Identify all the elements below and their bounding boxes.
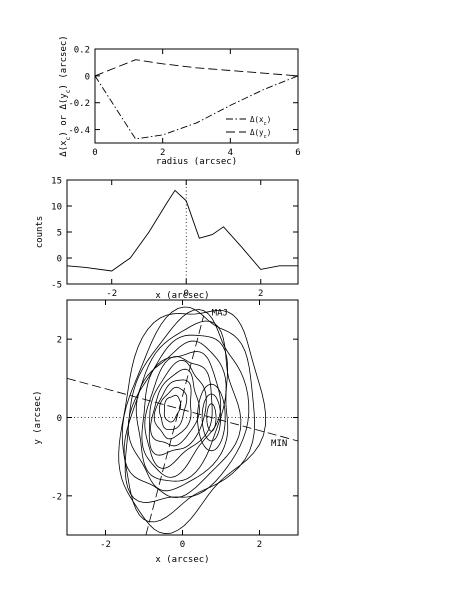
contour-level <box>121 306 256 523</box>
x-axis-label: x (arcsec) <box>155 291 209 301</box>
x-tick-label: 4 <box>228 148 233 158</box>
y-tick-label: 0.2 <box>74 46 90 56</box>
y-axis-label: Δ(xc) or Δ(yc) (arcsec) <box>59 35 72 156</box>
contour-level <box>150 368 200 447</box>
x-tick-label: 0 <box>180 540 185 550</box>
contour-level <box>163 394 182 423</box>
y-tick-label: 10 <box>51 203 62 213</box>
x-tick-label: 2 <box>258 289 263 299</box>
y-tick-label: 15 <box>51 177 62 187</box>
y-tick-label: 0 <box>57 255 62 265</box>
contour-level <box>197 383 226 452</box>
x-tick-label: -2 <box>106 289 117 299</box>
y-tick-label: -0.4 <box>68 126 90 136</box>
y-axis-label: y (arcsec) <box>33 390 43 444</box>
profile-plot-frame <box>66 179 299 285</box>
x-tick-label: 0 <box>92 148 97 158</box>
x-tick-label: 0 <box>184 289 189 299</box>
x-axis-label: radius (arcsec) <box>156 157 237 167</box>
contour-level <box>124 309 250 503</box>
contour-level <box>144 356 213 469</box>
y-tick-label: -2 <box>51 492 62 502</box>
profile-plot-series <box>66 180 298 284</box>
x-axis-label: x (arcsec) <box>155 555 209 565</box>
profile-plot-axes: -2 0 2 -5 0 5 10 15 <box>51 177 299 299</box>
offset-plot-axes: 0 2 4 6 -0.4 -0.2 0 0.2 <box>68 46 300 159</box>
maj-label: MAJ <box>212 309 228 319</box>
offset-plot-legend: Δ(xc)Δ(yc) <box>226 115 271 140</box>
legend-label: Δ(yc) <box>250 128 271 140</box>
contour-level <box>135 340 227 482</box>
contour-level <box>127 334 229 492</box>
x-tick-label: 2 <box>257 540 262 550</box>
x-tick-label: -2 <box>100 540 111 550</box>
contour-set <box>67 306 298 535</box>
offset-plot-series <box>94 59 299 140</box>
counts-line <box>66 189 298 272</box>
y-tick-label: 2 <box>57 336 62 346</box>
series-line-dyc <box>94 59 299 77</box>
contour-level <box>206 403 217 432</box>
contour-level <box>118 309 267 535</box>
y-tick-label: 0 <box>85 72 90 82</box>
contour-level <box>201 393 222 442</box>
min-label: MIN <box>271 439 287 449</box>
y-tick-label: 5 <box>57 229 62 239</box>
x-tick-label: 6 <box>295 148 300 158</box>
offset-plot-frame <box>94 48 299 144</box>
x-tick-label: 2 <box>160 148 165 158</box>
contour-level <box>148 359 207 456</box>
y-tick-label: -0.2 <box>68 99 90 109</box>
contour-level <box>141 351 222 478</box>
y-tick-label: -5 <box>51 281 62 291</box>
y-axis-label: counts <box>35 216 45 249</box>
min-axis-line <box>67 377 298 442</box>
contour-plot-axes: -2 0 2 -2 0 2 <box>51 299 299 550</box>
legend-label: Δ(xc) <box>250 115 271 127</box>
y-tick-label: 0 <box>57 414 62 424</box>
contour-level <box>153 379 192 440</box>
maj-axis-line <box>145 315 205 535</box>
series-line-dxc <box>94 75 299 140</box>
